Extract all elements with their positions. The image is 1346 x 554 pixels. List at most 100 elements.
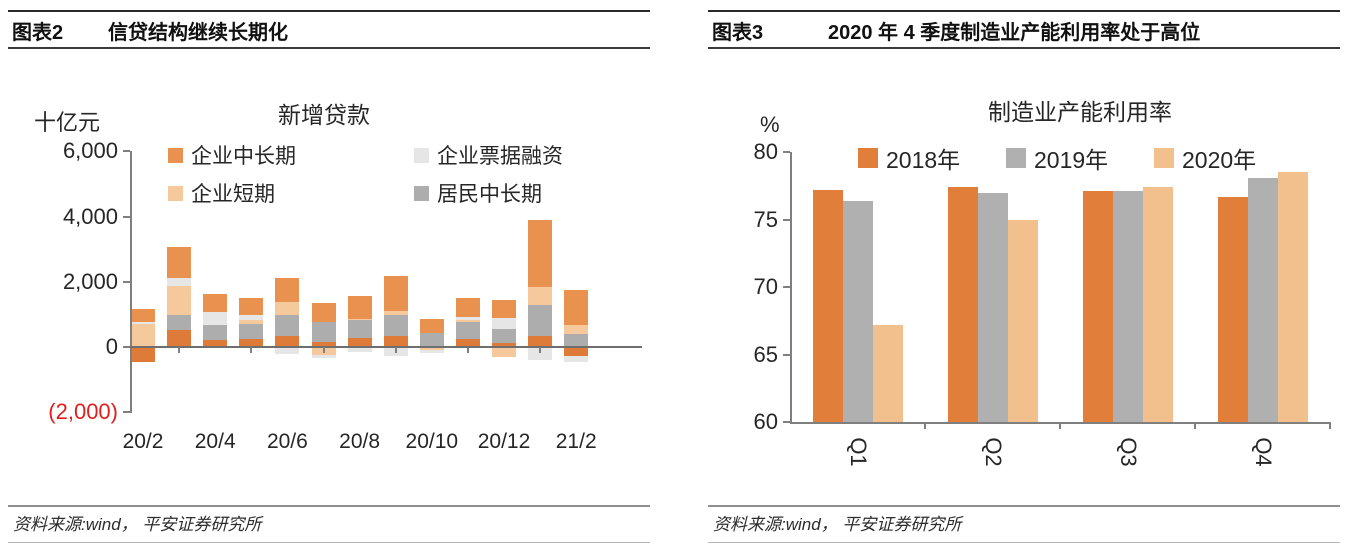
bar-segment: [419, 347, 444, 350]
bar-segment: [275, 301, 300, 316]
bar: [812, 189, 843, 422]
bar-segment: [347, 295, 372, 320]
bar-segment: [455, 320, 480, 323]
x-axis-tick: [1194, 422, 1196, 429]
bar-segment: [203, 312, 228, 326]
bar-segment: [383, 276, 408, 312]
source-rule-bottom: [708, 542, 1340, 543]
bar-segment: [419, 349, 444, 354]
header-rule-top: [708, 10, 1340, 12]
legend-label: 居民中长期: [437, 183, 542, 206]
bar-segment: [564, 355, 589, 362]
stacked-bar-chart: 6,000 4,000 2,000 0 (2,000) 20/2 20/4 20/6 20/8 2…: [8, 0, 650, 554]
bar-segment: [455, 322, 480, 339]
y-tick-label: 60: [753, 409, 778, 434]
legend-swatch: [414, 185, 429, 201]
y-tick-label: 75: [753, 206, 778, 232]
x-axis-line: [130, 346, 642, 348]
legend-label: 2019年: [1034, 147, 1109, 173]
bar: [1277, 172, 1308, 422]
bar-segment: [131, 347, 155, 362]
bar-segment: [528, 347, 553, 361]
legend-label: 2018年: [886, 147, 961, 173]
bar-segment: [492, 300, 516, 319]
y-axis-tick: [123, 346, 130, 348]
bar-segment: [383, 315, 408, 336]
legend-swatch: [858, 148, 878, 168]
x-axis-tick: [539, 347, 542, 353]
y-axis-tick: [783, 286, 790, 288]
bar-segment: [311, 302, 336, 323]
y-axis-unit-label: 十亿元: [34, 110, 101, 135]
bar-segment: [455, 338, 480, 347]
y-axis-tick: [783, 421, 790, 423]
header-rule-bottom: [708, 47, 1340, 49]
bar-segment: [492, 343, 516, 347]
bar: [1112, 191, 1143, 422]
bar-segment: [347, 347, 372, 353]
legend-label: 2020年: [1182, 147, 1257, 173]
bar-segment: [203, 339, 228, 347]
y-tick-label: (2,000): [48, 399, 118, 425]
bar-segment: [564, 289, 589, 326]
bar-segment: [239, 339, 264, 347]
bar-segment: [311, 322, 336, 343]
x-axis-tick: [178, 347, 181, 353]
x-tick-label: Q4: [1250, 437, 1276, 467]
x-axis-tick: [466, 347, 469, 353]
bar-segment: [419, 332, 444, 347]
y-tick-label: 4,000: [62, 203, 118, 229]
x-tick-label: 20/2: [122, 430, 164, 453]
y-tick-label: 2,000: [62, 268, 118, 294]
x-axis-tick: [1059, 422, 1061, 429]
x-tick-label: Q1: [845, 437, 871, 467]
x-tick-label: 20/6: [266, 430, 308, 453]
y-axis-unit-label: %: [760, 112, 780, 137]
grouped-bar-chart: Q1 Q2 Q3 Q4 80 75 70 65 60 2018年 2019年 2020年: [708, 0, 1340, 554]
bar-segment: [203, 325, 228, 340]
source-rule-bottom: [8, 542, 650, 543]
x-tick-label: Q3: [1115, 437, 1141, 467]
bar-segment: [383, 311, 408, 316]
bar: [947, 187, 978, 422]
bar-segment: [492, 328, 516, 344]
y-tick-label: 0: [105, 334, 118, 359]
bar: [872, 324, 903, 422]
y-axis-tick: [123, 150, 130, 153]
bar-segment: [131, 322, 155, 325]
y-tick-label: 80: [753, 139, 778, 164]
y-axis-tick: [123, 215, 130, 218]
x-axis-tick: [322, 347, 325, 353]
x-axis-tick: [1329, 422, 1331, 429]
bar-segment: [239, 324, 264, 340]
y-tick-label: 65: [753, 341, 778, 367]
bar-segment: [492, 318, 516, 329]
bar-segment: [347, 337, 372, 347]
x-axis-tick: [924, 422, 926, 429]
legend-label: 企业票据融资: [437, 145, 563, 168]
figure-tag: 图表2: [12, 22, 64, 44]
bar-segment: [528, 220, 553, 287]
bar-segment: [492, 347, 516, 358]
bar-segment: [275, 335, 300, 347]
source-note: 资料来源:wind， 平安证券研究所: [713, 515, 962, 534]
legend-item: 企业票据融资: [414, 140, 563, 170]
y-axis-line: [790, 152, 792, 423]
legend-item: 2020年: [1154, 141, 1256, 175]
legend-swatch: [168, 147, 183, 163]
legend-item: 企业中长期: [168, 140, 296, 170]
y-tick-label: 70: [753, 274, 778, 299]
source-rule-top: [708, 505, 1340, 507]
bar-segment: [275, 315, 300, 336]
bar-segment: [528, 286, 553, 306]
chart-title: 制造业产能利用率: [988, 99, 1172, 125]
bar-segment: [528, 336, 553, 347]
legend-item: 2018年: [858, 141, 960, 175]
bar-segment: [239, 297, 264, 315]
bar-segment: [528, 305, 553, 337]
figure-title: 信贷结构继续长期化: [108, 22, 288, 44]
figure-header: 图表3 2020 年 4 季度制造业产能利用率处于高位: [712, 16, 1340, 45]
bar-segment: [275, 347, 300, 354]
figure-title: 2020 年 4 季度制造业产能利用率处于高位: [828, 22, 1201, 44]
